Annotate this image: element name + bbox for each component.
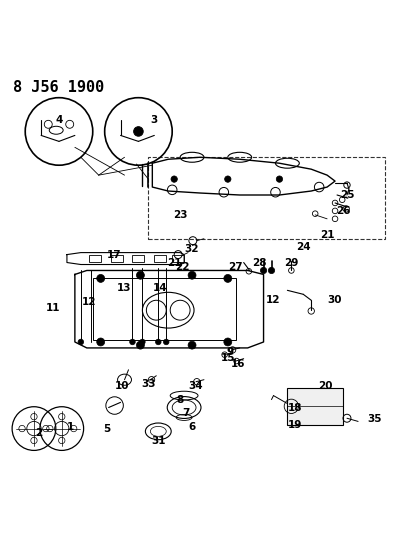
Text: 3: 3 bbox=[151, 115, 158, 125]
Text: 22: 22 bbox=[175, 262, 189, 271]
Circle shape bbox=[188, 271, 196, 279]
Text: 10: 10 bbox=[115, 381, 130, 391]
Circle shape bbox=[156, 339, 161, 345]
Circle shape bbox=[260, 267, 267, 273]
Text: 12: 12 bbox=[266, 295, 281, 305]
Text: 25: 25 bbox=[340, 190, 354, 200]
Bar bbox=[148, 157, 385, 239]
Circle shape bbox=[164, 339, 169, 345]
Text: 1: 1 bbox=[67, 422, 74, 432]
Text: 14: 14 bbox=[153, 284, 168, 293]
Circle shape bbox=[136, 130, 140, 133]
Text: 18: 18 bbox=[288, 402, 302, 413]
Text: 29: 29 bbox=[284, 257, 298, 268]
Text: 12: 12 bbox=[82, 297, 96, 307]
Circle shape bbox=[276, 176, 283, 182]
Text: 13: 13 bbox=[117, 284, 132, 293]
Bar bbox=[154, 255, 166, 262]
Circle shape bbox=[130, 339, 135, 345]
Text: 32: 32 bbox=[185, 244, 199, 254]
Text: 24: 24 bbox=[296, 241, 310, 252]
Text: 21: 21 bbox=[167, 257, 182, 268]
Bar bbox=[172, 255, 184, 262]
Circle shape bbox=[268, 267, 275, 273]
Text: 8: 8 bbox=[176, 394, 184, 405]
Circle shape bbox=[78, 339, 84, 345]
Circle shape bbox=[136, 341, 144, 349]
Text: 15: 15 bbox=[220, 353, 235, 363]
Bar bbox=[111, 255, 122, 262]
Text: 35: 35 bbox=[368, 415, 382, 424]
Text: 19: 19 bbox=[288, 421, 302, 430]
Circle shape bbox=[188, 341, 196, 349]
Text: 5: 5 bbox=[103, 424, 110, 434]
Circle shape bbox=[97, 274, 105, 282]
Text: 23: 23 bbox=[173, 210, 187, 220]
Circle shape bbox=[136, 271, 144, 279]
Bar bbox=[132, 255, 144, 262]
Text: 33: 33 bbox=[141, 378, 156, 389]
Text: 28: 28 bbox=[252, 257, 267, 268]
Text: 21: 21 bbox=[320, 230, 334, 240]
Text: 2: 2 bbox=[36, 429, 43, 438]
Text: 6: 6 bbox=[188, 422, 196, 432]
Text: 30: 30 bbox=[328, 295, 342, 305]
Text: 34: 34 bbox=[189, 381, 203, 391]
Text: 16: 16 bbox=[230, 359, 245, 369]
Text: 11: 11 bbox=[46, 303, 60, 313]
Text: 17: 17 bbox=[107, 249, 122, 260]
Text: 31: 31 bbox=[151, 437, 166, 446]
Circle shape bbox=[171, 176, 177, 182]
Text: 8 J56 1900: 8 J56 1900 bbox=[13, 80, 104, 95]
Circle shape bbox=[140, 339, 145, 345]
Text: 20: 20 bbox=[318, 381, 332, 391]
Circle shape bbox=[225, 176, 231, 182]
Circle shape bbox=[224, 274, 232, 282]
Bar bbox=[93, 278, 236, 340]
Text: 4: 4 bbox=[55, 115, 63, 125]
Bar bbox=[287, 387, 343, 425]
Circle shape bbox=[134, 127, 143, 136]
Bar bbox=[89, 255, 101, 262]
Circle shape bbox=[97, 338, 105, 346]
Text: 26: 26 bbox=[336, 206, 350, 216]
Text: 27: 27 bbox=[228, 262, 243, 271]
Text: 7: 7 bbox=[182, 408, 190, 418]
Text: 9: 9 bbox=[226, 347, 233, 357]
Circle shape bbox=[224, 338, 232, 346]
